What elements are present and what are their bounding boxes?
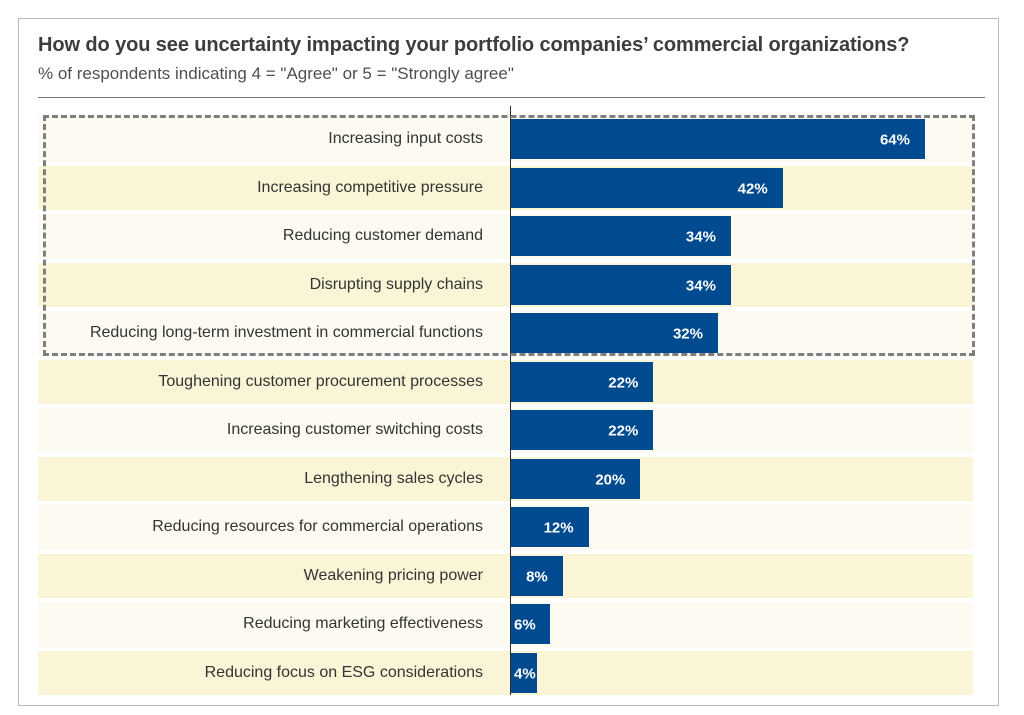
category-label: Reducing customer demand [282, 227, 483, 245]
category-label: Increasing competitive pressure [257, 178, 483, 196]
category-label: Reducing focus on ESG considerations [204, 663, 483, 681]
category-label: Weakening pricing power [303, 566, 483, 584]
category-label: Reducing resources for commercial operat… [152, 518, 483, 536]
row-band [38, 650, 973, 695]
category-label: Reducing long-term investment in commerc… [89, 324, 483, 342]
chart-subtitle: % of respondents indicating 4 = "Agree" … [38, 64, 514, 83]
bar [511, 216, 731, 257]
value-label: 8% [526, 568, 548, 586]
category-label: Increasing customer switching costs [226, 421, 483, 439]
value-label: 22% [608, 422, 639, 440]
bar [511, 604, 550, 645]
category-label: Disrupting supply chains [309, 275, 483, 293]
bar [511, 507, 589, 548]
value-label: 22% [608, 374, 639, 392]
value-label: 42% [737, 180, 768, 198]
row-band [38, 505, 973, 550]
value-label: 34% [685, 228, 716, 246]
row-band [38, 262, 973, 307]
row-band [38, 214, 973, 259]
category-label: Reducing marketing effectiveness [243, 615, 483, 633]
bar [511, 361, 654, 402]
y-axis-line [510, 106, 511, 695]
value-label: 34% [685, 277, 716, 295]
row-band [38, 359, 973, 404]
row-band [38, 408, 973, 453]
bar [511, 458, 641, 499]
value-label: 20% [595, 471, 626, 489]
bar [511, 652, 537, 693]
value-label: 12% [543, 519, 574, 537]
value-label: 4% [514, 665, 536, 683]
bar [511, 313, 718, 354]
bar [511, 167, 783, 208]
row-band [38, 602, 973, 647]
row-band [38, 165, 973, 210]
category-label: Toughening customer procurement processe… [158, 372, 483, 390]
value-label: 64% [879, 131, 910, 149]
bar [511, 410, 654, 451]
category-label: Increasing input costs [328, 130, 483, 148]
value-label: 32% [672, 325, 703, 343]
category-label: Lengthening sales cycles [304, 469, 483, 487]
chart-title: How do you see uncertainty impacting you… [38, 34, 910, 56]
bar [511, 555, 563, 596]
row-band [38, 553, 973, 598]
row-band [38, 456, 973, 501]
value-label: 6% [514, 616, 536, 634]
row-band [38, 311, 973, 356]
bar [511, 264, 731, 305]
bar [511, 119, 925, 160]
title-divider [38, 97, 985, 98]
